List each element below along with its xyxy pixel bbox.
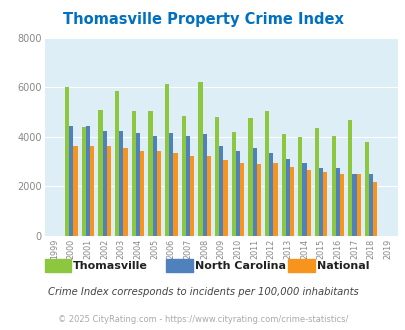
Bar <box>136 133 140 236</box>
Bar <box>269 153 273 236</box>
Text: Crime Index corresponds to incidents per 100,000 inhabitants: Crime Index corresponds to incidents per… <box>47 287 358 297</box>
Bar <box>140 150 144 236</box>
Bar <box>73 146 77 236</box>
Bar <box>215 117 219 236</box>
Bar <box>202 135 206 236</box>
Bar <box>102 131 107 236</box>
Bar <box>335 168 339 236</box>
Bar <box>98 110 102 236</box>
Bar <box>86 126 90 236</box>
Bar <box>123 148 127 236</box>
Bar <box>231 132 235 236</box>
Text: National: National <box>316 261 368 271</box>
Bar <box>273 163 277 236</box>
Bar <box>173 153 177 236</box>
Bar <box>339 174 343 236</box>
Bar <box>164 84 169 236</box>
Bar <box>314 128 318 236</box>
Bar <box>285 159 289 236</box>
Bar <box>206 155 210 236</box>
Bar <box>331 136 335 236</box>
Bar <box>318 168 322 236</box>
Text: Thomasville: Thomasville <box>73 261 147 271</box>
Text: North Carolina: North Carolina <box>194 261 285 271</box>
Bar <box>198 82 202 236</box>
Bar <box>131 111 136 236</box>
Bar <box>107 146 111 236</box>
Bar <box>148 111 152 236</box>
Bar <box>372 182 377 236</box>
Bar <box>181 116 185 236</box>
Bar <box>169 133 173 236</box>
Bar <box>69 126 73 236</box>
Bar <box>298 137 302 236</box>
Text: © 2025 CityRating.com - https://www.cityrating.com/crime-statistics/: © 2025 CityRating.com - https://www.city… <box>58 315 347 324</box>
Bar <box>219 146 223 236</box>
Bar <box>256 164 260 236</box>
Bar <box>281 135 285 236</box>
Bar <box>190 155 194 236</box>
Bar <box>115 91 119 236</box>
Bar <box>81 127 86 236</box>
Bar <box>223 160 227 236</box>
Bar <box>65 87 69 236</box>
Bar <box>364 142 368 236</box>
Bar <box>252 148 256 236</box>
Bar <box>239 163 243 236</box>
Bar <box>156 150 160 236</box>
Bar <box>90 146 94 236</box>
Bar <box>264 111 269 236</box>
Bar <box>356 174 360 236</box>
Bar <box>235 150 239 236</box>
Bar <box>302 163 306 236</box>
Bar <box>185 136 190 236</box>
Bar <box>152 136 156 236</box>
Bar <box>322 172 327 236</box>
Bar <box>347 120 352 236</box>
Bar <box>289 167 294 236</box>
Bar <box>368 174 372 236</box>
Bar <box>248 118 252 236</box>
Bar <box>119 131 123 236</box>
Bar <box>306 170 310 236</box>
Bar <box>352 174 356 236</box>
Text: Thomasville Property Crime Index: Thomasville Property Crime Index <box>62 12 343 26</box>
